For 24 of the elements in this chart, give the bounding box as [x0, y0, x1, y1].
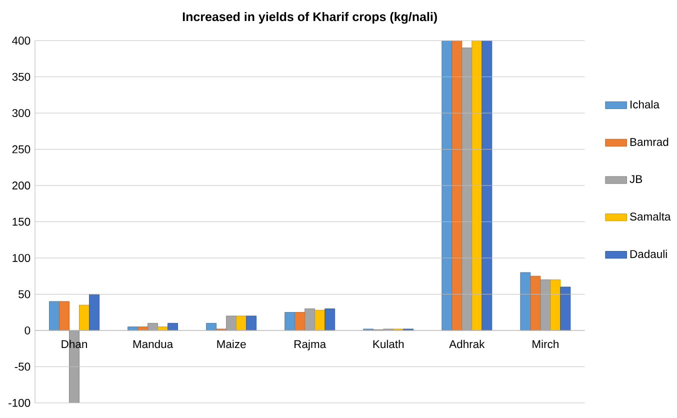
y-tick-label: 50 [18, 290, 30, 298]
x-tick-label: Dhan [62, 340, 87, 348]
y-tick-label: 300 [12, 109, 30, 118]
x-tick-label: Adhrak [449, 340, 485, 348]
y-tick-label: 200 [12, 182, 30, 190]
x-tick-label: Maize [217, 340, 246, 348]
y-tick-label: -100 [8, 398, 30, 407]
legend-label: Dadauli [630, 250, 667, 258]
y-tick-label: 400 [12, 36, 30, 45]
y-tick-label: -50 [14, 362, 30, 371]
legend-label: Samalta [630, 212, 671, 221]
x-tick-label: Rajma [294, 340, 326, 350]
legend-label: Ichala [630, 100, 660, 109]
y-tick-label: 150 [12, 218, 30, 226]
x-tick-label: Kulath [373, 340, 404, 348]
legend-label: JB [630, 175, 642, 184]
y-tick-label: 250 [12, 145, 30, 154]
y-tick-label: 350 [12, 72, 30, 81]
y-tick-label: 100 [12, 254, 30, 262]
chart-title: Increased in yields of Kharif crops (kg/nali) [182, 12, 437, 24]
y-tick-label: 0 [24, 326, 30, 334]
x-tick-label: Mandua [133, 340, 174, 348]
x-tick-label: Mirch [532, 340, 558, 348]
legend-label: Bamrad [630, 138, 668, 146]
